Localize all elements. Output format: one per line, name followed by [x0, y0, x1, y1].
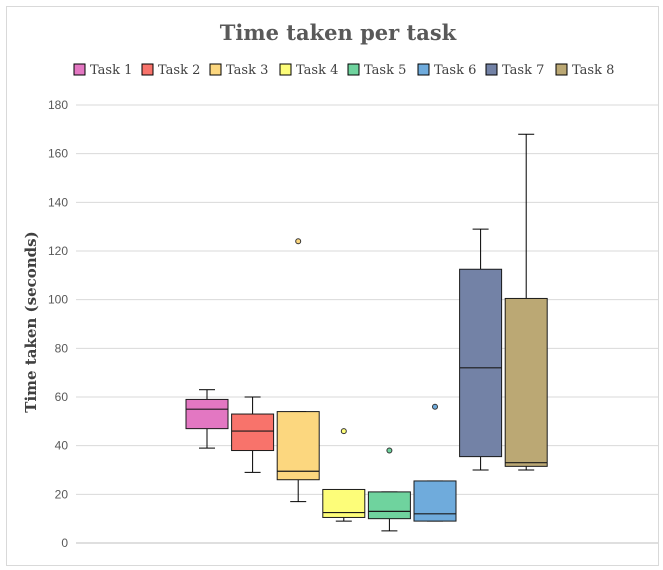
- outlier-point: [432, 403, 438, 410]
- legend-item: Task 7: [485, 63, 544, 78]
- y-tick-label: 80: [55, 341, 69, 355]
- legend-swatch: [73, 63, 86, 76]
- legend-label: Task 3: [226, 63, 268, 78]
- legend-item: Task 6: [417, 63, 476, 78]
- y-tick-label: 0: [61, 536, 68, 550]
- legend: Task 1 Task 2 Task 3 Task 4 Task 5 Task 6 Task…: [73, 63, 614, 78]
- legend-item: Task 8: [555, 63, 614, 78]
- legend-label: Task 5: [364, 63, 406, 78]
- box-body: [185, 398, 229, 430]
- y-axis-ticks: 0 20 40 60 80 100 120 140 160 180: [48, 98, 68, 550]
- legend-label: Task 2: [158, 63, 200, 78]
- y-tick-label: 160: [48, 147, 68, 161]
- y-axis-label: Time taken (seconds): [22, 231, 40, 412]
- box-4: [322, 428, 366, 522]
- outlier-point: [340, 428, 347, 435]
- legend-label: Task 6: [434, 63, 476, 78]
- box-2: [231, 396, 275, 473]
- box-8: [504, 133, 548, 471]
- legend-label: Task 1: [90, 63, 132, 78]
- legend-item: Task 2: [141, 63, 200, 78]
- chart-frame: [6, 6, 659, 566]
- box-body: [413, 480, 457, 522]
- box-body: [367, 491, 411, 520]
- box-1: [185, 389, 229, 449]
- legend-swatch: [555, 63, 568, 76]
- legend-label: Task 8: [572, 63, 614, 78]
- legend-swatch: [279, 63, 292, 76]
- box-body: [459, 268, 503, 458]
- legend-item: Task 4: [279, 63, 338, 78]
- legend-item: Task 1: [73, 63, 132, 78]
- legend-swatch: [417, 63, 430, 76]
- gridlines: [76, 104, 658, 544]
- box-body: [504, 297, 548, 467]
- box-5: [367, 447, 411, 532]
- y-tick-label: 180: [48, 98, 68, 112]
- y-tick-label: 140: [48, 195, 68, 209]
- outlier-point: [386, 447, 393, 454]
- legend-label: Task 4: [296, 63, 338, 78]
- box-body: [276, 411, 320, 481]
- legend-item: Task 3: [209, 63, 268, 78]
- box-6: [413, 403, 457, 522]
- y-tick-label: 20: [55, 487, 69, 501]
- boxes: [185, 133, 548, 532]
- box-7: [459, 228, 503, 471]
- legend-item: Task 5: [347, 63, 406, 78]
- legend-swatch: [141, 63, 154, 76]
- legend-swatch: [485, 63, 498, 76]
- chart-title: Time taken per task: [220, 20, 457, 45]
- y-tick-label: 120: [48, 244, 68, 258]
- outlier-point: [295, 238, 302, 245]
- legend-label: Task 7: [502, 63, 544, 78]
- box-body: [231, 413, 275, 452]
- y-tick-label: 100: [48, 293, 68, 307]
- y-tick-label: 60: [55, 390, 69, 404]
- y-tick-label: 40: [55, 439, 69, 453]
- box-body: [322, 488, 366, 518]
- legend-swatch: [209, 63, 222, 76]
- box-3: [276, 238, 320, 503]
- legend-swatch: [347, 63, 360, 76]
